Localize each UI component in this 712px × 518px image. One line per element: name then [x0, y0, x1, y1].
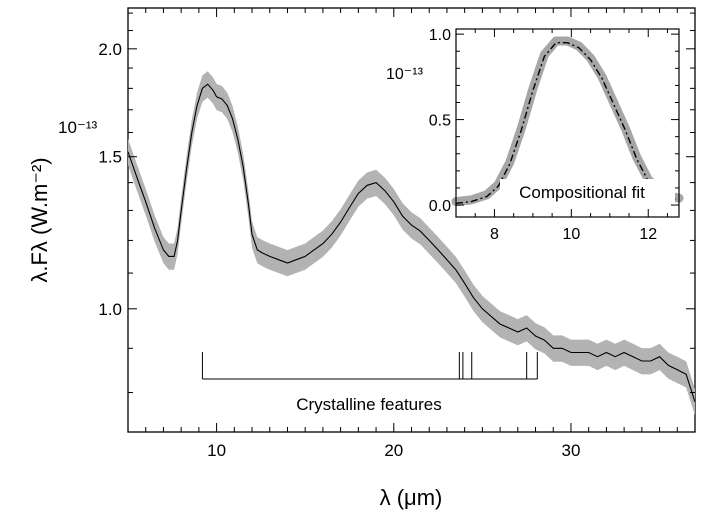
main-x-axis-label: λ (μm)	[380, 485, 443, 510]
crystalline-features-markers	[201, 352, 538, 380]
main-x-tick-label: 20	[384, 441, 403, 460]
main-y-tick-label: 1.0	[98, 300, 122, 319]
main-x-tick-label: 30	[562, 441, 581, 460]
spectrum-line	[127, 83, 696, 403]
main-x-ticks: 10 20 30	[127, 8, 696, 460]
inset-title-background	[500, 179, 675, 204]
main-y-tick-label: 2.0	[98, 40, 122, 59]
main-y-tick-label: 1.5	[98, 148, 122, 167]
inset-y-tick-label: 1.0	[429, 27, 451, 44]
main-y-ticks: 1.0 1.5 2.0	[98, 12, 695, 393]
inset-chart: 8 10 12 0.0 0.5 1.0 Compositional fit 10⁻¹³	[386, 27, 684, 243]
crystalline-features-label: Crystalline features	[296, 395, 442, 414]
inset-x-tick-label: 8	[490, 226, 499, 243]
inset-x-tick-label: 10	[562, 226, 580, 243]
inset-y-multiplier: 10⁻¹³	[386, 66, 424, 83]
inset-y-ticks: 0.0 0.5 1.0	[429, 27, 679, 215]
main-chart: 10 20 30 1.0 1.5 2.0 Crystalline features 10…	[27, 7, 696, 510]
inset-x-tick-label: 12	[639, 226, 657, 243]
main-x-tick-label: 10	[207, 441, 226, 460]
inset-y-tick-label: 0.5	[429, 113, 451, 130]
inset-plot-frame	[455, 28, 680, 218]
inset-title: Compositional fit	[519, 183, 645, 202]
inset-x-ticks: 8 10 12	[474, 29, 668, 243]
main-series	[127, 83, 696, 403]
inset-y-tick-label: 0.0	[429, 198, 451, 215]
main-y-axis-label: λ.Fλ (W.m⁻²)	[27, 157, 52, 282]
main-y-multiplier: 10⁻¹³	[58, 118, 98, 137]
